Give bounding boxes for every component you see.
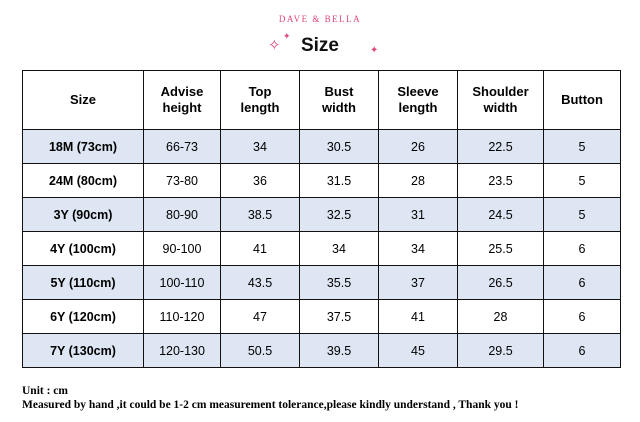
cell-bust-width: 31.5	[299, 163, 379, 198]
cell-shoulder-width: 23.5	[457, 163, 544, 198]
sparkle-small-icon: ✦	[283, 31, 291, 41]
cell-sleeve-length: 34	[378, 231, 458, 266]
cell-sleeve-length: 26	[378, 129, 458, 164]
cell-top-length: 34	[220, 129, 300, 164]
unit-note: Unit : cm	[22, 385, 68, 397]
brand-logo: DAVE & BELLA	[278, 14, 362, 24]
cell-sleeve-length: 37	[378, 265, 458, 300]
cell-sleeve-length: 31	[378, 197, 458, 232]
notes: Unit : cm Measured by hand ,it could be …	[22, 384, 518, 412]
disclaimer-note: Measured by hand ,it could be 1-2 cm mea…	[22, 399, 519, 411]
cell-size: 18M (73cm)	[22, 129, 144, 164]
header-top-length: Top length	[220, 70, 300, 130]
header-sleeve-length: Sleeve length	[378, 70, 458, 130]
cell-top-length: 38.5	[220, 197, 300, 232]
cell-bust-width: 32.5	[299, 197, 379, 232]
cell-top-length: 43.5	[220, 265, 300, 300]
cell-advise-height: 110-120	[143, 299, 221, 334]
cell-advise-height: 80-90	[143, 197, 221, 232]
cell-button: 6	[543, 333, 621, 368]
table-row: 6Y (120cm) 110-120 47 37.5 41 28 6	[22, 299, 621, 334]
table-row: 18M (73cm) 66-73 34 30.5 26 22.5 5	[22, 129, 621, 164]
cell-advise-height: 90-100	[143, 231, 221, 266]
cell-button: 6	[543, 299, 621, 334]
cell-button: 6	[543, 231, 621, 266]
header-bust-width: Bust width	[299, 70, 379, 130]
cell-top-length: 36	[220, 163, 300, 198]
cell-size: 4Y (100cm)	[22, 231, 144, 266]
cell-size: 7Y (130cm)	[22, 333, 144, 368]
cell-bust-width: 30.5	[299, 129, 379, 164]
cell-shoulder-width: 28	[457, 299, 544, 334]
table-row: 7Y (130cm) 120-130 50.5 39.5 45 29.5 6	[22, 333, 621, 368]
cell-shoulder-width: 29.5	[457, 333, 544, 368]
cell-top-length: 41	[220, 231, 300, 266]
cell-bust-width: 37.5	[299, 299, 379, 334]
cell-advise-height: 120-130	[143, 333, 221, 368]
cell-shoulder-width: 26.5	[457, 265, 544, 300]
cell-shoulder-width: 25.5	[457, 231, 544, 266]
header-shoulder-width: Shoulder width	[457, 70, 544, 130]
cell-sleeve-length: 41	[378, 299, 458, 334]
cell-button: 5	[543, 163, 621, 198]
cell-shoulder-width: 24.5	[457, 197, 544, 232]
cell-sleeve-length: 45	[378, 333, 458, 368]
sparkle-icon: ✧	[268, 37, 281, 54]
cell-advise-height: 100-110	[143, 265, 221, 300]
cell-bust-width: 39.5	[299, 333, 379, 368]
table-row: 5Y (110cm) 100-110 43.5 35.5 37 26.5 6	[22, 265, 621, 300]
cell-size: 6Y (120cm)	[22, 299, 144, 334]
header-size: Size	[22, 70, 144, 130]
title-row: ✧ ✦ Size ✦	[0, 32, 640, 62]
cell-shoulder-width: 22.5	[457, 129, 544, 164]
cell-size: 24M (80cm)	[22, 163, 144, 198]
cell-size: 5Y (110cm)	[22, 265, 144, 300]
table-header-row: Size Advise height Top length Bust width Sl…	[22, 70, 621, 130]
cell-advise-height: 66-73	[143, 129, 221, 164]
table-row: 4Y (100cm) 90-100 41 34 34 25.5 6	[22, 231, 621, 266]
cell-advise-height: 73-80	[143, 163, 221, 198]
cell-button: 6	[543, 265, 621, 300]
table-row: 24M (80cm) 73-80 36 31.5 28 23.5 5	[22, 163, 621, 198]
cell-size: 3Y (90cm)	[22, 197, 144, 232]
header-advise-height: Advise height	[143, 70, 221, 130]
cell-button: 5	[543, 197, 621, 232]
cell-bust-width: 35.5	[299, 265, 379, 300]
cell-sleeve-length: 28	[378, 163, 458, 198]
page-title: Size	[300, 35, 340, 56]
header-button: Button	[543, 70, 621, 130]
table-row: 3Y (90cm) 80-90 38.5 32.5 31 24.5 5	[22, 197, 621, 232]
cell-button: 5	[543, 129, 621, 164]
cell-top-length: 50.5	[220, 333, 300, 368]
sparkle-right-icon: ✦	[370, 45, 379, 56]
cell-top-length: 47	[220, 299, 300, 334]
size-chart-table: Size Advise height Top length Bust width Sl…	[22, 70, 621, 368]
cell-bust-width: 34	[299, 231, 379, 266]
